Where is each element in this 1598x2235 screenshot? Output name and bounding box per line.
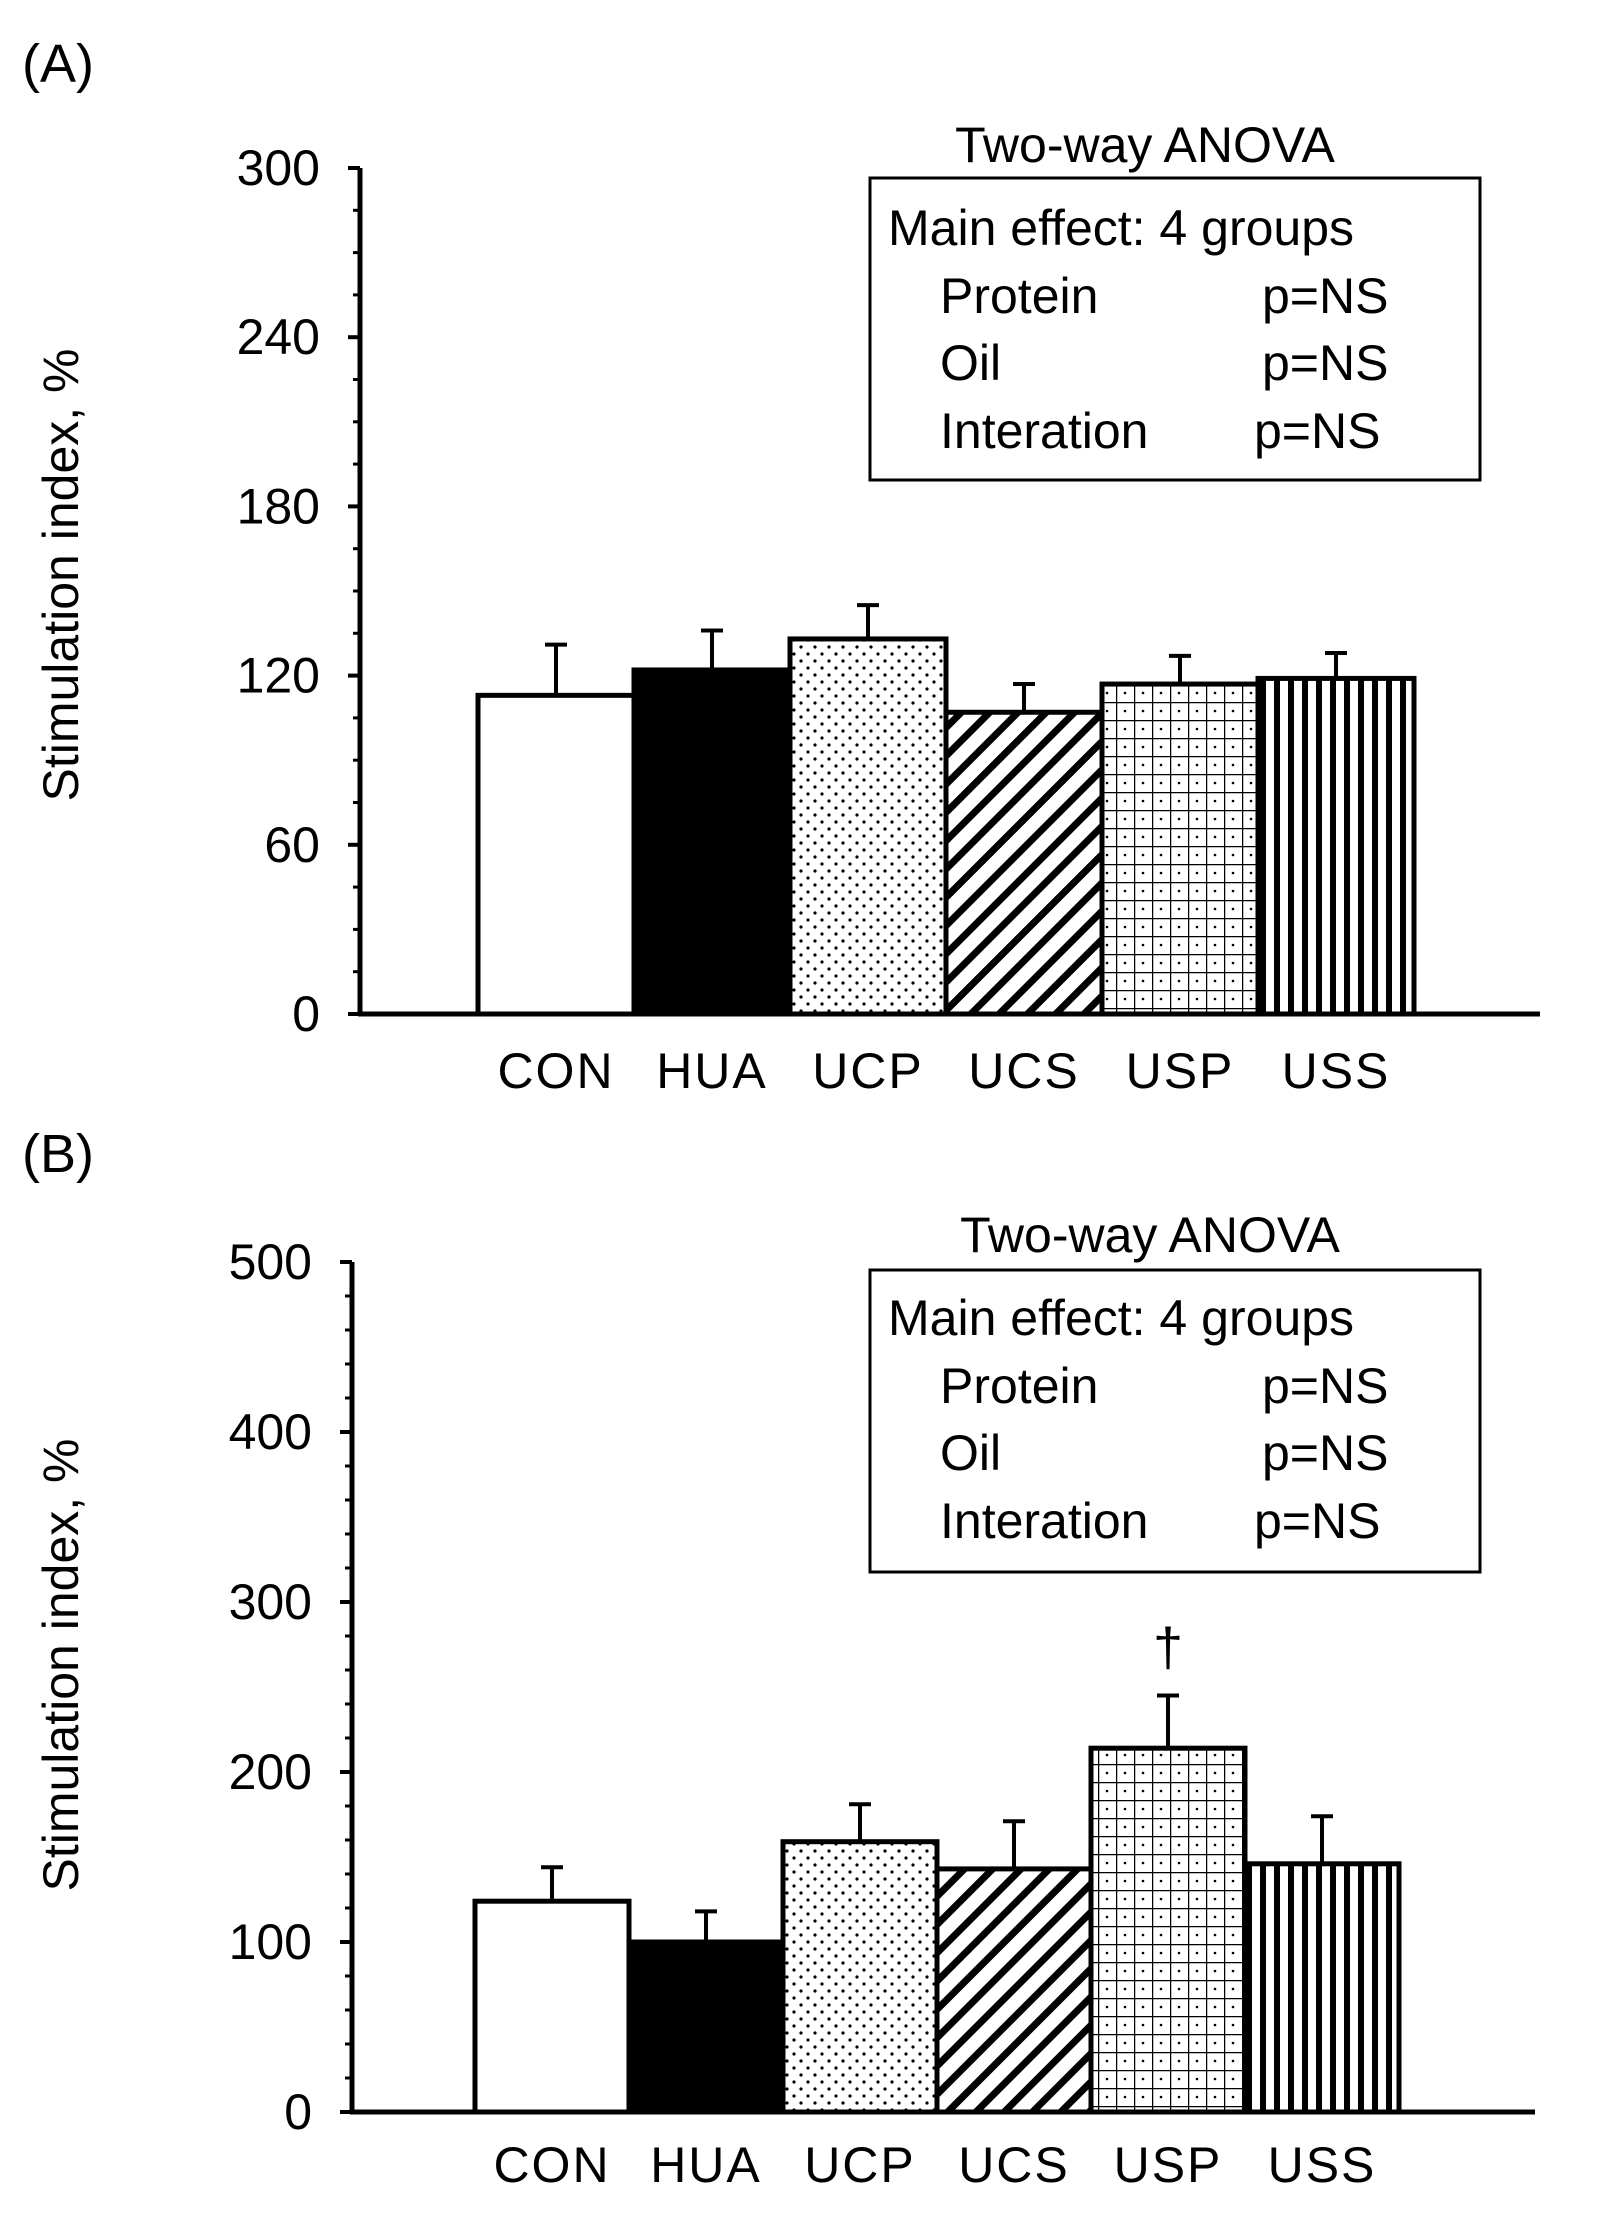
bar-hua xyxy=(626,1939,786,2115)
y-tick-label: 0 xyxy=(292,986,320,1042)
y-tick-label: 400 xyxy=(229,1404,312,1460)
y-tick-label: 300 xyxy=(229,1574,312,1630)
y-tick-label: 120 xyxy=(237,648,320,704)
x-tick-label-uss: USS xyxy=(1282,1043,1391,1099)
anova-box xyxy=(868,176,1482,482)
anova-interation-label: Interation xyxy=(940,403,1148,459)
y-tick-label: 500 xyxy=(229,1234,312,1290)
bar-uss xyxy=(1242,1861,1402,2115)
x-tick-label-ucs: UCS xyxy=(958,2137,1070,2193)
error-bar-ucs xyxy=(1013,682,1035,713)
y-tick-label: 0 xyxy=(284,2084,312,2140)
y-tick-label: 300 xyxy=(237,140,320,196)
y-tick-label: 180 xyxy=(237,478,320,534)
x-tick-label-con: CON xyxy=(497,1043,614,1099)
error-bar-hua xyxy=(695,1909,717,1942)
bar-uss xyxy=(1255,675,1417,1017)
bar-ucs xyxy=(934,1866,1094,2115)
x-tick-label-usp: USP xyxy=(1114,2137,1223,2193)
bar-ucs xyxy=(943,709,1105,1017)
error-bar-usp xyxy=(1169,653,1191,685)
bar-con xyxy=(472,1898,632,2115)
bar-ucp xyxy=(787,636,949,1017)
x-tick-label-hua: HUA xyxy=(650,2137,762,2193)
plot-area: CON HUA UCP UCS USP † USS 0 100 200 300 400 500 xyxy=(229,1234,1535,2193)
bar-usp xyxy=(1099,681,1261,1017)
error-bar-ucp xyxy=(849,1802,871,1842)
panel-label: (B) xyxy=(22,1124,94,1184)
anova-oil-label: Oil xyxy=(940,335,1001,391)
anova-protein-value: p=NS xyxy=(1262,268,1388,324)
anova-title: Two-way ANOVA xyxy=(955,117,1335,173)
anova-protein-value: p=NS xyxy=(1262,1358,1388,1414)
error-bar-con xyxy=(545,642,567,696)
y-tick-label: 240 xyxy=(237,309,320,365)
anova-interation-label: Interation xyxy=(940,1493,1148,1549)
significance-marker: † xyxy=(1153,1618,1183,1678)
anova-interation-value: p=NS xyxy=(1254,1493,1380,1549)
anova-box xyxy=(868,1268,1482,1574)
anova-protein-label: Protein xyxy=(940,268,1098,324)
panel-label: (A) xyxy=(22,34,94,94)
y-axis-title: Stimulation index, % xyxy=(33,1438,89,1891)
anova-interation-value: p=NS xyxy=(1254,403,1380,459)
anova-oil-value: p=NS xyxy=(1262,1425,1388,1481)
error-bar-uss xyxy=(1311,1814,1333,1864)
error-bar-ucs xyxy=(1003,1819,1025,1869)
x-tick-label-ucp: UCP xyxy=(812,1043,924,1099)
x-tick-label-ucs: UCS xyxy=(968,1043,1080,1099)
error-bar-hua xyxy=(701,628,723,670)
anova-header: Main effect: 4 groups xyxy=(888,200,1354,256)
anova-header: Main effect: 4 groups xyxy=(888,1290,1354,1346)
y-tick-label: 100 xyxy=(229,1914,312,1970)
anova-title: Two-way ANOVA xyxy=(960,1207,1340,1263)
plot-area: CON HUA UCP UCS USP USS 0 60 120 180 240 300 xyxy=(237,140,1540,1099)
y-axis-title: Stimulation index, % xyxy=(33,348,89,801)
panel-a: (A) Stimulation index, % Two-way ANOVA M… xyxy=(22,34,1540,1099)
x-tick-label-con: CON xyxy=(493,2137,610,2193)
y-tick-label: 200 xyxy=(229,1744,312,1800)
x-tick-label-ucp: UCP xyxy=(804,2137,916,2193)
error-bar-con xyxy=(541,1865,563,1902)
bar-usp xyxy=(1088,1745,1248,2115)
x-tick-label-hua: HUA xyxy=(656,1043,768,1099)
anova-oil-label: Oil xyxy=(940,1425,1001,1481)
panel-b: (B) Stimulation index, % Two-way ANOVA M… xyxy=(22,1124,1535,2193)
error-bar-ucp xyxy=(857,603,879,639)
anova-oil-value: p=NS xyxy=(1262,335,1388,391)
bar-con xyxy=(475,692,637,1017)
error-bar-usp xyxy=(1157,1693,1179,1749)
anova-protein-label: Protein xyxy=(940,1358,1098,1414)
bar-hua xyxy=(631,667,793,1017)
x-tick-label-uss: USS xyxy=(1268,2137,1377,2193)
x-tick-label-usp: USP xyxy=(1126,1043,1235,1099)
error-bar-uss xyxy=(1325,651,1347,679)
bar-ucp xyxy=(780,1839,940,2115)
y-tick-label: 60 xyxy=(264,817,320,873)
